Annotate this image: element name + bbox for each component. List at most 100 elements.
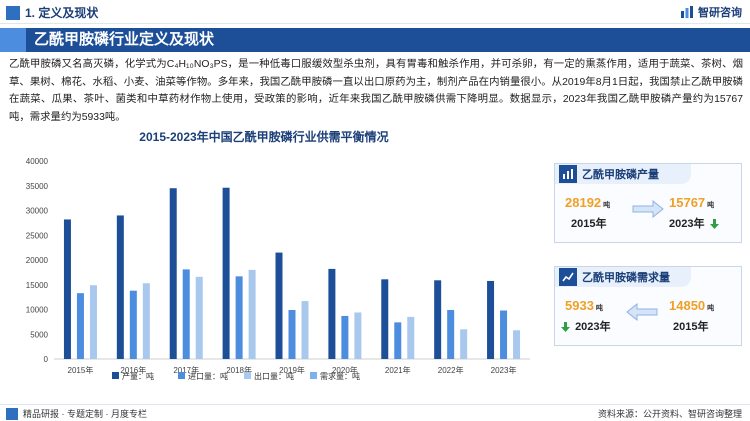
brand: 智研咨询 (680, 4, 742, 20)
footer-tagline: 精品研报 · 专题定制 · 月度专栏 (23, 409, 147, 419)
title-tab-decoration (0, 28, 26, 52)
production-panel: 乙酰甲胺磷产量 28192 吨 2015年 15767 吨 2023年 (554, 163, 742, 243)
down-arrow-icon (709, 219, 719, 230)
x-tick-label: 2023年 (491, 365, 517, 375)
production-2023-year-wrap: 2023年 (669, 215, 719, 231)
right-arrow-icon (632, 200, 664, 218)
bar-chart: 0 5000 10000 15000 20000 25000 30000 35000 40000… (26, 157, 530, 381)
demand-2023-value: 5933 (565, 298, 594, 313)
bar-产量：吨 (275, 252, 283, 359)
bar-进口量：吨 (182, 269, 190, 359)
x-tick-label: 2015年 (68, 365, 94, 375)
legend-swatch (112, 372, 119, 379)
demand-2015-year: 2015年 (673, 321, 709, 333)
y-tick-label: 40000 (26, 157, 49, 166)
legend-swatch (178, 372, 185, 379)
bar-产量：吨 (63, 219, 71, 359)
production-panel-header: 乙酰甲胺磷产量 (555, 164, 691, 184)
production-2015-year: 2015年 (571, 218, 607, 230)
x-tick-label: 2017年 (173, 365, 199, 375)
bar-进口量：吨 (76, 293, 84, 359)
legend-swatch (310, 372, 317, 379)
production-panel-title: 乙酰甲胺磷产量 (582, 169, 659, 181)
bar-出口量：吨 (407, 316, 415, 359)
demand-2015-value: 14850 (669, 298, 706, 313)
production-2023-unit: 吨 (707, 202, 715, 209)
footer-report-icon (6, 407, 18, 420)
legend-label: 进口量：吨 (188, 371, 228, 381)
production-2023-year: 2023年 (669, 218, 705, 230)
left-arrow-icon (626, 303, 658, 321)
bar-进口量：吨 (394, 322, 402, 359)
y-tick-label: 10000 (26, 306, 49, 315)
footer-bar: 精品研报 · 专题定制 · 月度专栏 资料来源：公开资料、智研咨询整理 (0, 404, 750, 421)
demand-panel: 乙酰甲胺磷需求量 5933 吨 2023年 14850 吨 2015年 (554, 266, 742, 346)
down-arrow-icon (561, 322, 570, 333)
legend-swatch (244, 372, 251, 379)
demand-2023-unit: 吨 (595, 305, 603, 312)
bar-出口量：吨 (248, 269, 256, 359)
production-2023-value: 15767 (669, 195, 706, 210)
bar-进口量：吨 (235, 276, 243, 359)
demand-chart-icon (559, 268, 577, 286)
bar-出口量：吨 (354, 312, 362, 359)
production-2015-value: 28192 (565, 195, 602, 210)
bar-产量：吨 (222, 187, 230, 359)
x-tick-label: 2020年 (332, 365, 358, 375)
legend-label: 出口量：吨 (254, 371, 294, 381)
data-source: 资料来源：公开资料、智研咨询整理 (597, 409, 742, 419)
demand-2023-year: 2023年 (575, 321, 611, 333)
production-2023-value-wrap: 15767 吨 (669, 195, 714, 210)
bar-出口量：吨 (460, 329, 468, 359)
x-tick-label: 2019年 (279, 365, 305, 375)
bar-进口量：吨 (447, 309, 455, 359)
section-heading: 1. 定义及现状 (6, 4, 98, 21)
y-tick-label: 25000 (26, 231, 49, 240)
x-tick-label: 2018年 (226, 365, 252, 375)
production-chart-icon (559, 165, 577, 183)
demand-2023-year-wrap: 2023年 (561, 318, 611, 334)
bar-产量：吨 (434, 280, 442, 359)
bar-产量：吨 (381, 279, 389, 359)
title-banner: 乙酰甲胺磷行业定义及现状 (0, 28, 750, 52)
y-tick-label: 5000 (30, 330, 48, 339)
x-tick-label: 2022年 (438, 365, 464, 375)
bar-出口量：吨 (89, 285, 97, 359)
y-tick-label: 15000 (26, 281, 49, 290)
demand-panel-header: 乙酰甲胺磷需求量 (555, 267, 691, 287)
bar-产量：吨 (116, 215, 124, 359)
demand-2023-value-wrap: 5933 吨 (565, 298, 603, 313)
demand-2015-unit: 吨 (707, 305, 715, 312)
bar-出口量：吨 (142, 283, 150, 359)
section-bullet-icon (6, 5, 20, 20)
header-bar: 1. 定义及现状 智研咨询 (0, 0, 750, 24)
y-tick-label: 35000 (26, 182, 49, 191)
production-2015-value-wrap: 28192 吨 (565, 195, 610, 210)
bar-进口量：吨 (129, 290, 137, 359)
bar-产量：吨 (328, 268, 336, 359)
x-tick-label: 2021年 (385, 365, 411, 375)
bar-出口量：吨 (513, 330, 521, 359)
page-title: 乙酰甲胺磷行业定义及现状 (34, 31, 215, 48)
demand-2015-value-wrap: 14850 吨 (669, 298, 714, 313)
bar-出口量：吨 (195, 276, 203, 359)
y-tick-label: 0 (44, 355, 49, 364)
brand-name: 智研咨询 (698, 7, 742, 19)
bar-产量：吨 (487, 280, 495, 359)
bar-进口量：吨 (500, 310, 508, 359)
legend-label: 产量：吨 (122, 371, 154, 381)
bar-进口量：吨 (288, 309, 296, 359)
chart-title: 2015-2023年中国乙酰甲胺磷行业供需平衡情况 (139, 130, 389, 144)
footer-left: 精品研报 · 专题定制 · 月度专栏 (6, 407, 147, 420)
production-2015-unit: 吨 (603, 202, 611, 209)
intro-paragraph: 乙酰甲胺磷又名高灭磷，化学式为C₄H₁₀NO₃PS，是一种低毒口服缓效型杀虫剂，… (9, 59, 743, 123)
x-tick-label: 2016年 (120, 365, 146, 375)
legend-label: 需求量：吨 (320, 371, 360, 381)
bar-产量：吨 (169, 188, 177, 359)
y-tick-label: 20000 (26, 256, 49, 265)
bar-出口量：吨 (301, 301, 309, 359)
demand-panel-title: 乙酰甲胺磷需求量 (582, 272, 670, 284)
bar-进口量：吨 (341, 315, 349, 359)
section-label: 1. 定义及现状 (25, 6, 99, 20)
y-tick-label: 30000 (26, 207, 49, 216)
